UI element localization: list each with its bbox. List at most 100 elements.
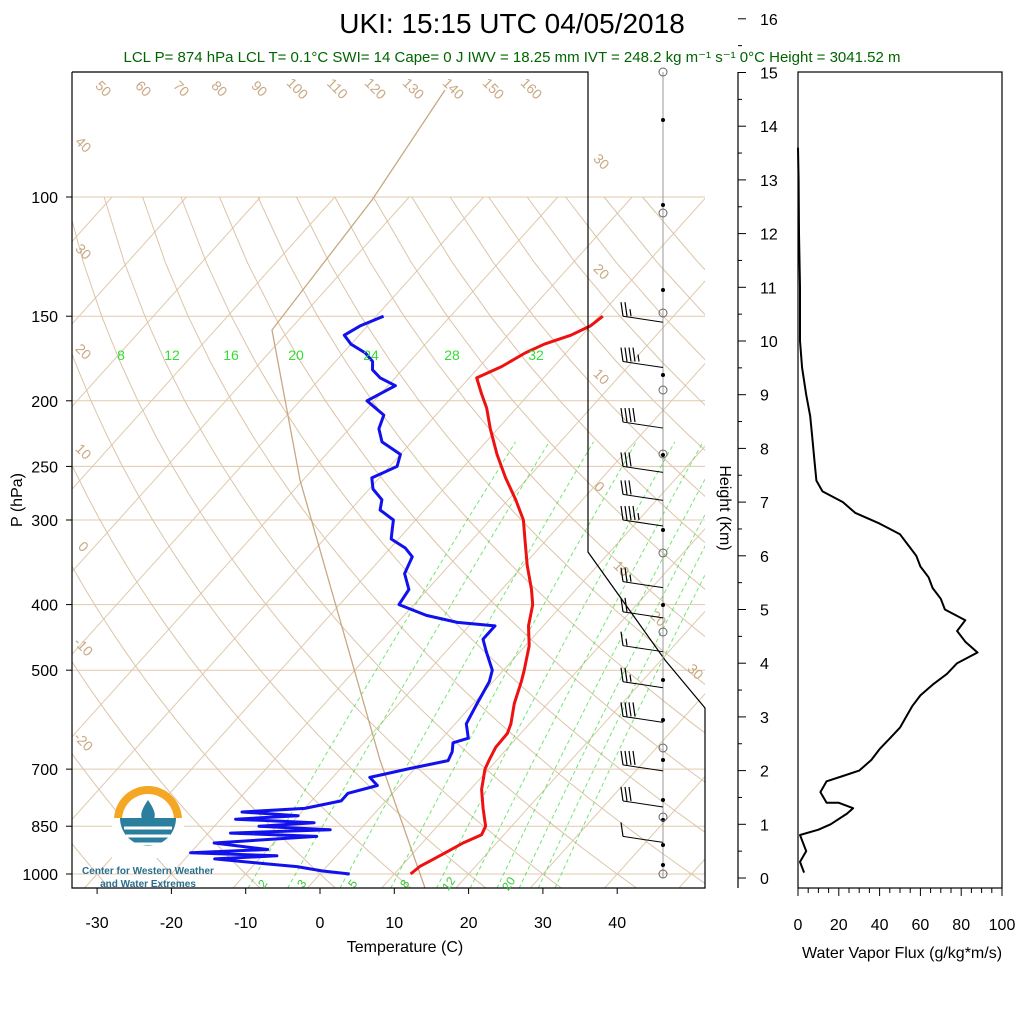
height-tick-label: 5: [760, 603, 769, 620]
water-drop-icon: [141, 800, 155, 826]
isotherm-label: -20: [71, 729, 97, 755]
wind-barb-half: [637, 512, 640, 521]
isotherm-line: [72, 196, 187, 325]
wind-barb: [620, 702, 664, 723]
temperature-profile-line: [409, 315, 604, 876]
height-tick-label: 7: [760, 495, 769, 512]
wind-barb-full: [620, 667, 624, 682]
y-tick-label: 1000: [22, 867, 58, 884]
isotherm-line: [72, 196, 484, 655]
y-tick-label: 500: [31, 663, 58, 680]
mixing-ratio-label: 16: [223, 347, 239, 363]
wind-barb: [620, 407, 664, 429]
mixing-ratio-label: 12: [439, 874, 458, 893]
logo-line-2: and Water Extremes: [100, 879, 196, 890]
dry-adiabat-line: [488, 196, 705, 452]
wind-barb-half: [629, 674, 632, 682]
mixing-ratio-line: [554, 573, 705, 888]
wind-barb-half: [637, 354, 640, 362]
y-tick-label: 300: [31, 513, 58, 530]
wind-barb-shaft: [622, 764, 664, 772]
dry-adiabat-line: [449, 196, 705, 498]
isotherm-label: 110: [324, 75, 351, 102]
wind-barb-shaft: [622, 465, 664, 473]
wind-barb-full: [632, 347, 636, 362]
flux-tick-label: 60: [912, 917, 930, 934]
isotherm-label: 50: [92, 77, 114, 99]
dry-adiabat-line: [295, 196, 705, 686]
dry-adiabat-line: [603, 196, 705, 316]
isotherm-label: 70: [170, 77, 192, 99]
mixing-ratio-line: [247, 441, 516, 888]
isotherm-line: [72, 196, 410, 573]
wind-barb-half: [629, 574, 632, 582]
height-tick-label: 14: [760, 119, 778, 136]
wind-barb-shaft: [622, 315, 664, 323]
height-tick-label: 12: [760, 227, 778, 244]
mixing-ratio-label: 20: [499, 874, 518, 893]
wind-level-dot: [661, 843, 665, 847]
wind-level-dot: [661, 203, 665, 207]
wind-barb: [620, 597, 664, 619]
y-tick-label: 200: [31, 394, 58, 411]
x-tick-label: 0: [316, 915, 325, 932]
wind-barb-full: [632, 702, 636, 717]
wind-level-dot: [661, 758, 665, 762]
wind-barb: [620, 786, 664, 808]
wind-barb: [620, 302, 664, 323]
wind-barb: [620, 567, 664, 589]
wind-barb: [620, 347, 664, 369]
mixing-ratio-line: [390, 441, 637, 888]
isotherm-label: 30: [684, 660, 706, 682]
isotherm-label: 20: [647, 607, 669, 629]
height-tick-label: 0: [760, 871, 769, 888]
mixing-ratio-line: [496, 478, 705, 888]
dry-adiabat-line: [180, 196, 705, 833]
y-tick-label: 400: [31, 598, 58, 615]
mixing-ratio-line: [287, 441, 550, 888]
wind-barb-full: [628, 347, 632, 362]
isotherm-label: 90: [248, 77, 270, 99]
mixing-ratio-line: [518, 513, 705, 888]
wind-barb-full: [620, 597, 624, 612]
wind-barb-full: [620, 750, 624, 765]
wind-barb-full: [620, 407, 624, 423]
wind-barb-full: [624, 567, 628, 582]
y-tick-label: 250: [31, 459, 58, 476]
level-marker: [658, 743, 668, 753]
dry-adiabat-line: [72, 464, 412, 888]
y-tick-label: 150: [31, 309, 58, 326]
y-tick-label: 700: [31, 762, 58, 779]
wind-barb-full: [620, 505, 624, 521]
wind-barb-full: [620, 302, 624, 317]
cw3e-logo: Center for Western Weather and Water Ext…: [82, 786, 214, 890]
wind-level-dot: [661, 678, 665, 682]
height-tick-label: 15: [760, 66, 778, 83]
dry-adiabat-line: [142, 196, 705, 884]
wind-barb-shaft: [622, 421, 664, 429]
isotherm-line: [529, 693, 705, 888]
x-tick-label: 10: [385, 915, 403, 932]
mixing-ratio-line: [469, 441, 704, 888]
height-tick-label: 9: [760, 388, 769, 405]
isotherm-label: 40: [72, 133, 94, 155]
wind-barb-full: [628, 702, 632, 717]
height-tick-label: 16: [760, 12, 778, 29]
mixing-ratio-label: 8: [117, 347, 125, 363]
wind-barb-full: [624, 480, 628, 495]
wind-barb-half: [629, 309, 632, 317]
x-tick-label: -10: [234, 915, 257, 932]
isotherm-label: 30: [72, 240, 94, 262]
wind-barb-shaft: [622, 681, 664, 689]
dry-adiabat-line: [72, 660, 261, 888]
y-tick-label: 100: [31, 190, 58, 207]
wind-barb-full: [624, 452, 628, 467]
height-tick-label: 3: [760, 710, 769, 727]
wind-level-dot: [661, 373, 665, 377]
dry-adiabat-line: [257, 196, 705, 734]
flux-tick-label: 0: [794, 917, 803, 934]
isotherm-line: [72, 196, 633, 821]
parcel-path-line: [271, 89, 446, 888]
dry-adiabat-line: [565, 196, 705, 361]
